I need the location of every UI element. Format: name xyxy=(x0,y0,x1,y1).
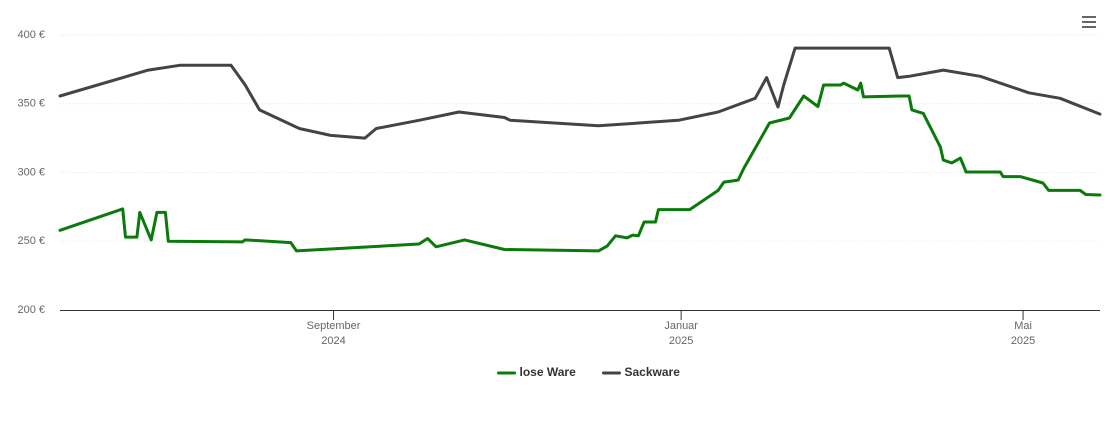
legend-label: lose Ware xyxy=(520,365,577,379)
x-tick-label: September xyxy=(307,320,361,332)
menu-icon[interactable] xyxy=(1080,14,1098,30)
x-tick-label: 2025 xyxy=(1011,335,1035,347)
x-tick-label: 2024 xyxy=(321,335,345,347)
legend-label: Sackware xyxy=(625,365,681,379)
x-tick-label: 2025 xyxy=(669,335,693,347)
series-line xyxy=(58,46,1102,140)
y-tick-label: 300 € xyxy=(17,166,45,178)
y-tick-label: 350 € xyxy=(17,98,45,110)
y-tick-label: 400 € xyxy=(17,29,45,41)
series-line xyxy=(58,81,1102,253)
x-tick-label: Januar xyxy=(664,320,698,332)
x-tick-label: Mai xyxy=(1014,320,1032,332)
y-tick-label: 250 € xyxy=(17,235,45,247)
y-tick-label: 200 € xyxy=(17,304,45,316)
